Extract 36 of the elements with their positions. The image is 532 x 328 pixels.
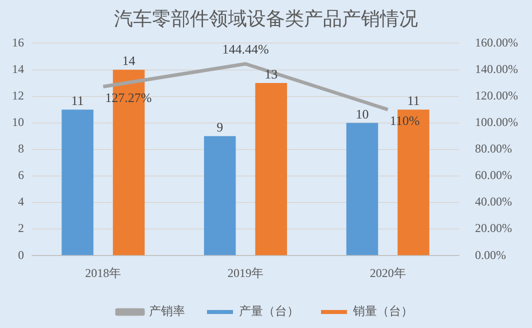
y2-tick-label: 140.00%: [475, 62, 518, 76]
y2-tick-label: 100.00%: [475, 115, 518, 130]
data-label: 11: [407, 92, 420, 108]
x-tick-label: 2018年: [85, 266, 122, 280]
y-tick-label: 10: [12, 115, 24, 130]
data-label: 9: [216, 120, 224, 135]
y2-tick-label: 160.00%: [475, 35, 518, 50]
legend-label: 产量（台）: [239, 304, 299, 318]
legend-label: 销量（台）: [352, 304, 413, 318]
y-tick-label: 2: [18, 221, 24, 236]
data-label: 144.44%: [222, 41, 269, 56]
y-tick-label: 0: [18, 248, 24, 262]
data-label: 13: [264, 66, 278, 82]
bar: [204, 136, 236, 256]
x-tick-label: 2019年: [228, 266, 264, 280]
chart-title: 汽车零部件领域设备类产品产销情况: [113, 8, 419, 32]
bar: [346, 122, 378, 256]
x-tick-label: 2020年: [370, 266, 406, 280]
bar: [62, 110, 94, 256]
y2-tick-label: 120.00%: [475, 88, 518, 102]
legend-label: 产销率: [149, 304, 185, 318]
y-tick-label: 8: [18, 142, 24, 156]
y2-tick-label: 0.00%: [475, 248, 506, 262]
y-tick-label: 14: [12, 62, 24, 76]
y-tick-label: 4: [18, 194, 24, 209]
data-label: 14: [122, 53, 136, 68]
y2-tick-label: 20.00%: [475, 221, 512, 236]
y2-tick-label: 40.00%: [475, 194, 512, 209]
y2-tick-label: 80.00%: [475, 142, 512, 156]
bar: [255, 83, 288, 256]
data-label: 11: [71, 92, 84, 108]
y-tick-label: 6: [18, 168, 24, 182]
y-tick-label: 12: [12, 88, 24, 102]
data-label: 10: [356, 106, 369, 122]
y-tick-label: 16: [12, 35, 24, 50]
y2-tick-label: 60.00%: [475, 168, 512, 182]
